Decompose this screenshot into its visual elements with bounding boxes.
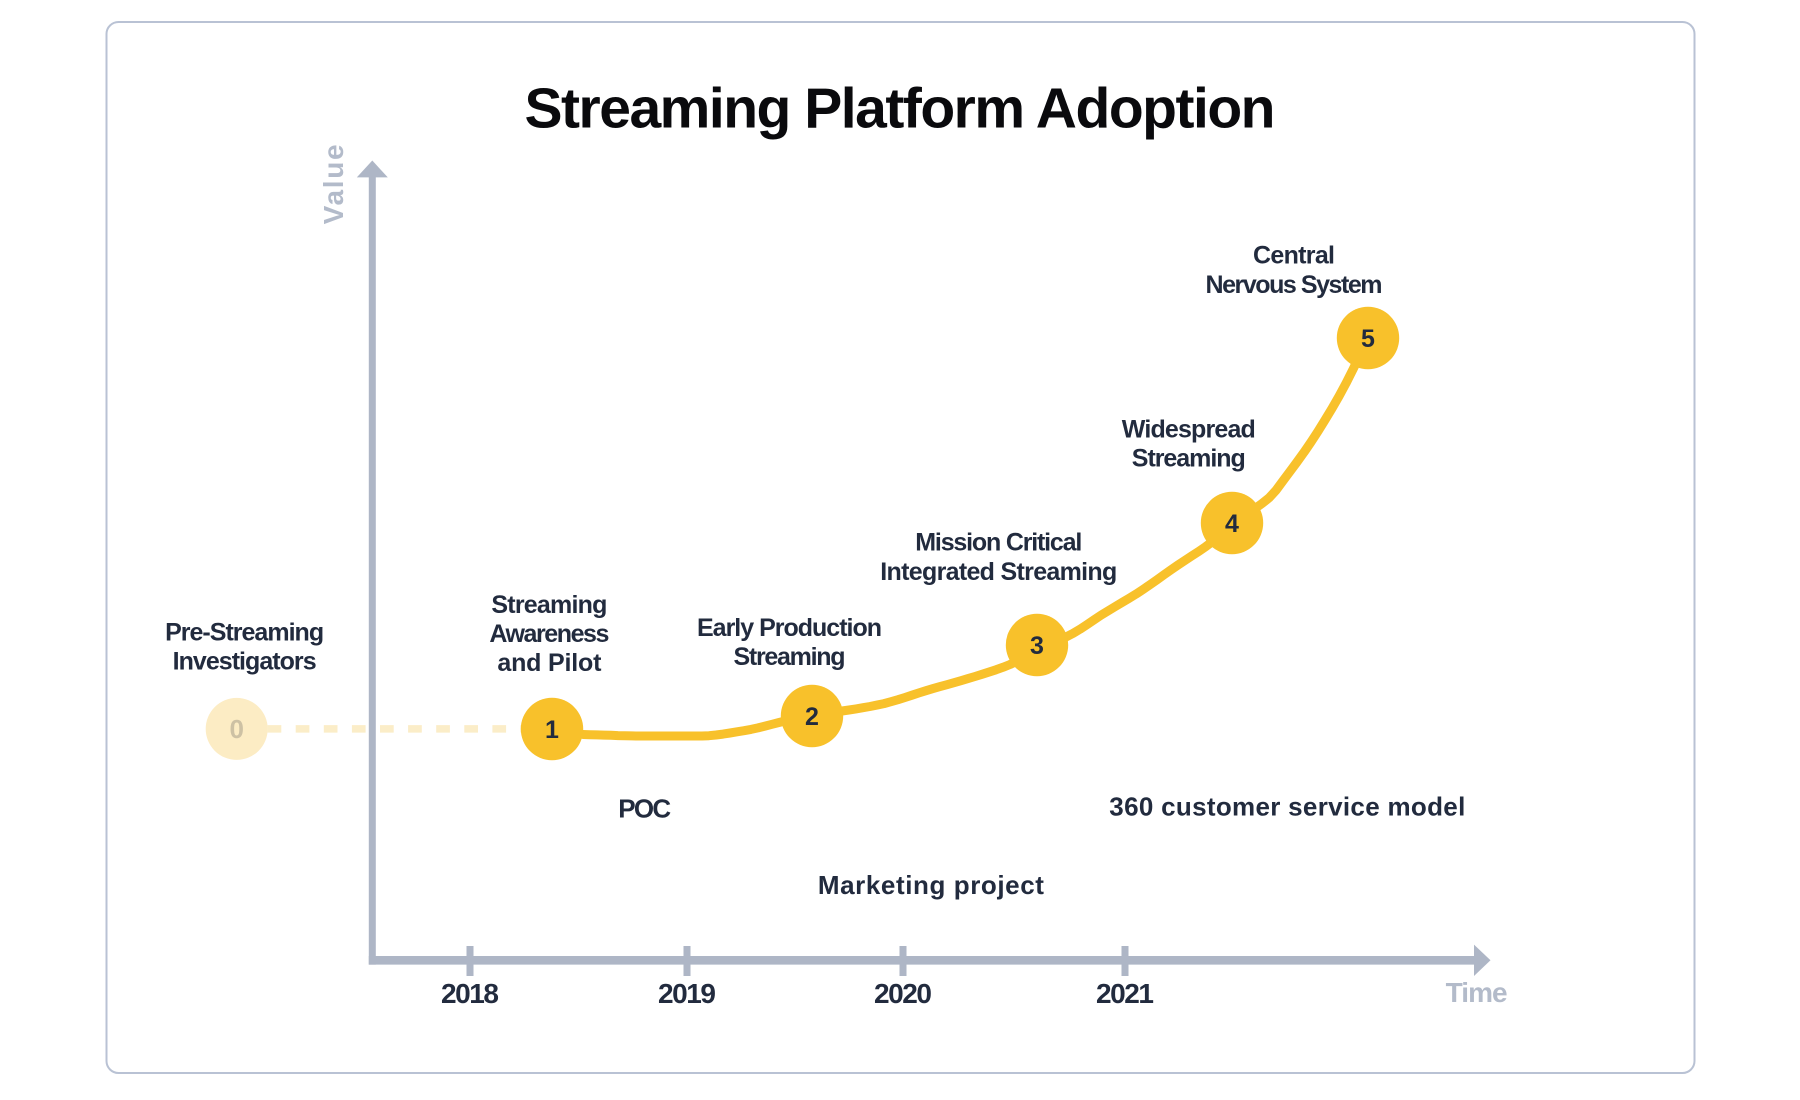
svg-text:2019: 2019 [658,978,716,1009]
svg-text:Nervous System: Nervous System [1206,271,1383,299]
svg-text:Time: Time [1446,977,1508,1008]
svg-text:Streaming: Streaming [734,643,846,671]
svg-text:2018: 2018 [441,978,499,1009]
svg-text:2021: 2021 [1096,978,1154,1009]
svg-text:Value: Value [318,144,349,224]
svg-text:2020: 2020 [874,978,932,1009]
svg-text:Pre-Streaming: Pre-Streaming [165,618,324,646]
svg-text:Investigators: Investigators [173,647,317,675]
svg-text:0: 0 [229,714,243,744]
svg-text:Streaming Platform Adoption: Streaming Platform Adoption [525,77,1276,141]
svg-text:3: 3 [1030,632,1044,660]
svg-text:Integrated Streaming: Integrated Streaming [880,558,1117,586]
svg-text:Central: Central [1253,241,1335,269]
svg-text:Mission Critical: Mission Critical [915,528,1082,556]
svg-text:5: 5 [1361,325,1375,353]
svg-text:Widespread: Widespread [1122,415,1256,443]
svg-text:Streaming: Streaming [1132,445,1246,473]
svg-text:Early Production: Early Production [697,614,882,642]
svg-text:2: 2 [805,703,819,731]
svg-text:Streaming: Streaming [491,591,607,619]
svg-text:and Pilot: and Pilot [497,649,602,677]
svg-text:4: 4 [1225,510,1239,538]
svg-text:1: 1 [545,716,559,744]
svg-text:360 customer service model: 360 customer service model [1109,792,1465,822]
svg-text:Awareness: Awareness [489,620,609,648]
svg-text:POC: POC [618,794,671,824]
svg-text:Marketing project: Marketing project [818,870,1044,900]
